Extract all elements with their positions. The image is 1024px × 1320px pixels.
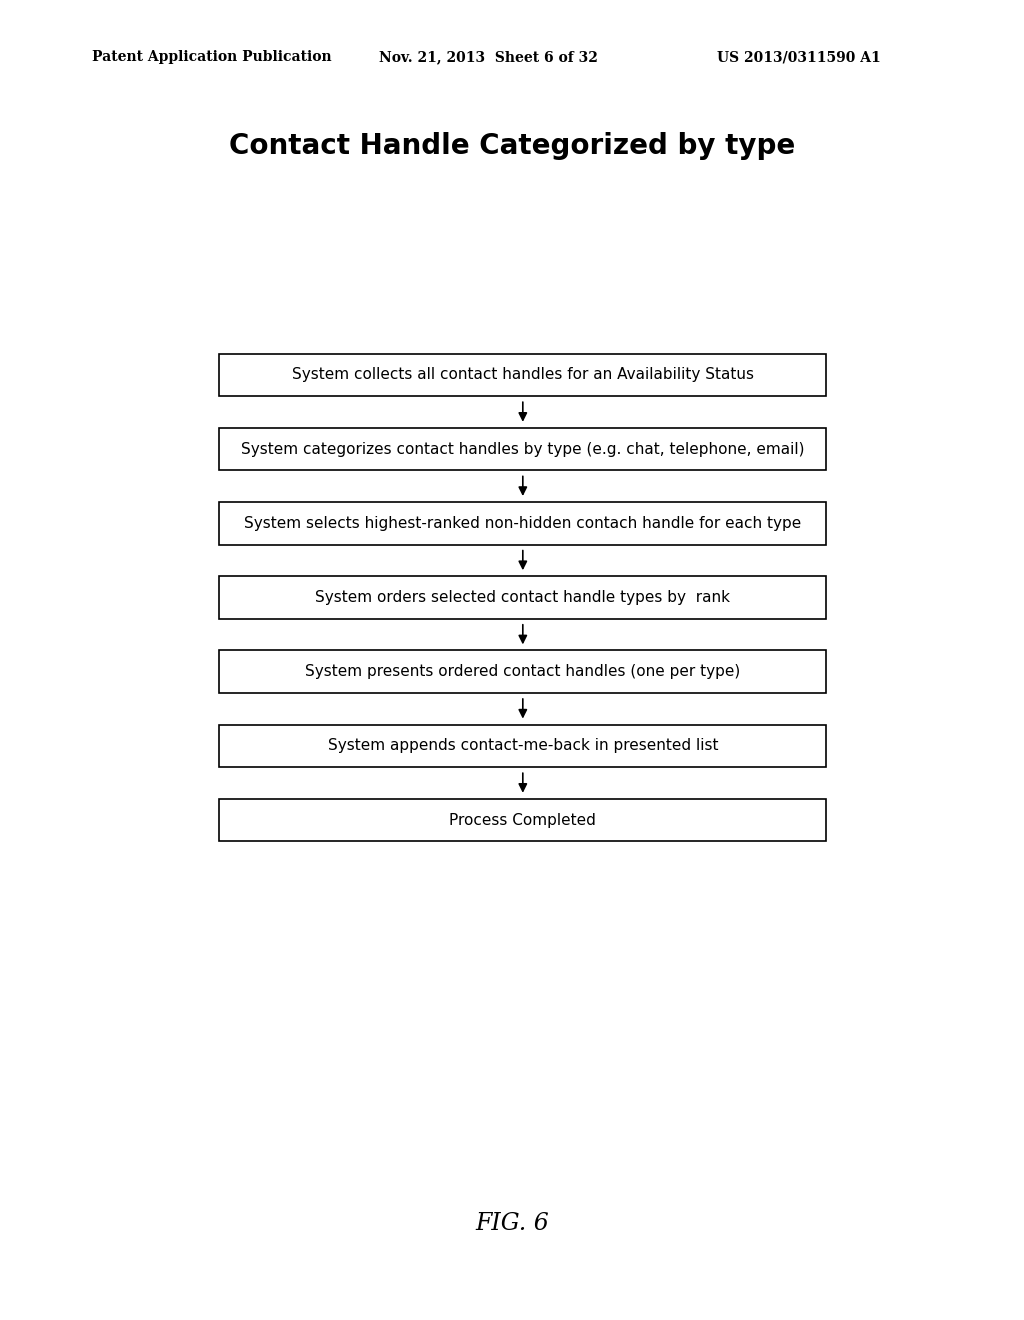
Text: System categorizes contact handles by type (e.g. chat, telephone, email): System categorizes contact handles by ty… — [241, 442, 805, 457]
Text: Patent Application Publication: Patent Application Publication — [92, 50, 332, 65]
Text: US 2013/0311590 A1: US 2013/0311590 A1 — [717, 50, 881, 65]
Bar — [219, 576, 826, 619]
Text: Contact Handle Categorized by type: Contact Handle Categorized by type — [229, 132, 795, 160]
Text: Process Completed: Process Completed — [450, 813, 596, 828]
Text: FIG. 6: FIG. 6 — [475, 1212, 549, 1234]
Bar — [219, 354, 826, 396]
Bar — [219, 428, 826, 470]
Bar — [219, 502, 826, 545]
Bar — [219, 725, 826, 767]
Bar — [219, 651, 826, 693]
Text: System orders selected contact handle types by  rank: System orders selected contact handle ty… — [315, 590, 730, 605]
Text: System appends contact-me-back in presented list: System appends contact-me-back in presen… — [328, 738, 718, 754]
Text: System selects highest-ranked non-hidden contach handle for each type: System selects highest-ranked non-hidden… — [244, 516, 802, 531]
Text: System presents ordered contact handles (one per type): System presents ordered contact handles … — [305, 664, 740, 680]
Text: System collects all contact handles for an Availability Status: System collects all contact handles for … — [292, 367, 754, 383]
Text: Nov. 21, 2013  Sheet 6 of 32: Nov. 21, 2013 Sheet 6 of 32 — [379, 50, 598, 65]
Bar — [219, 799, 826, 841]
